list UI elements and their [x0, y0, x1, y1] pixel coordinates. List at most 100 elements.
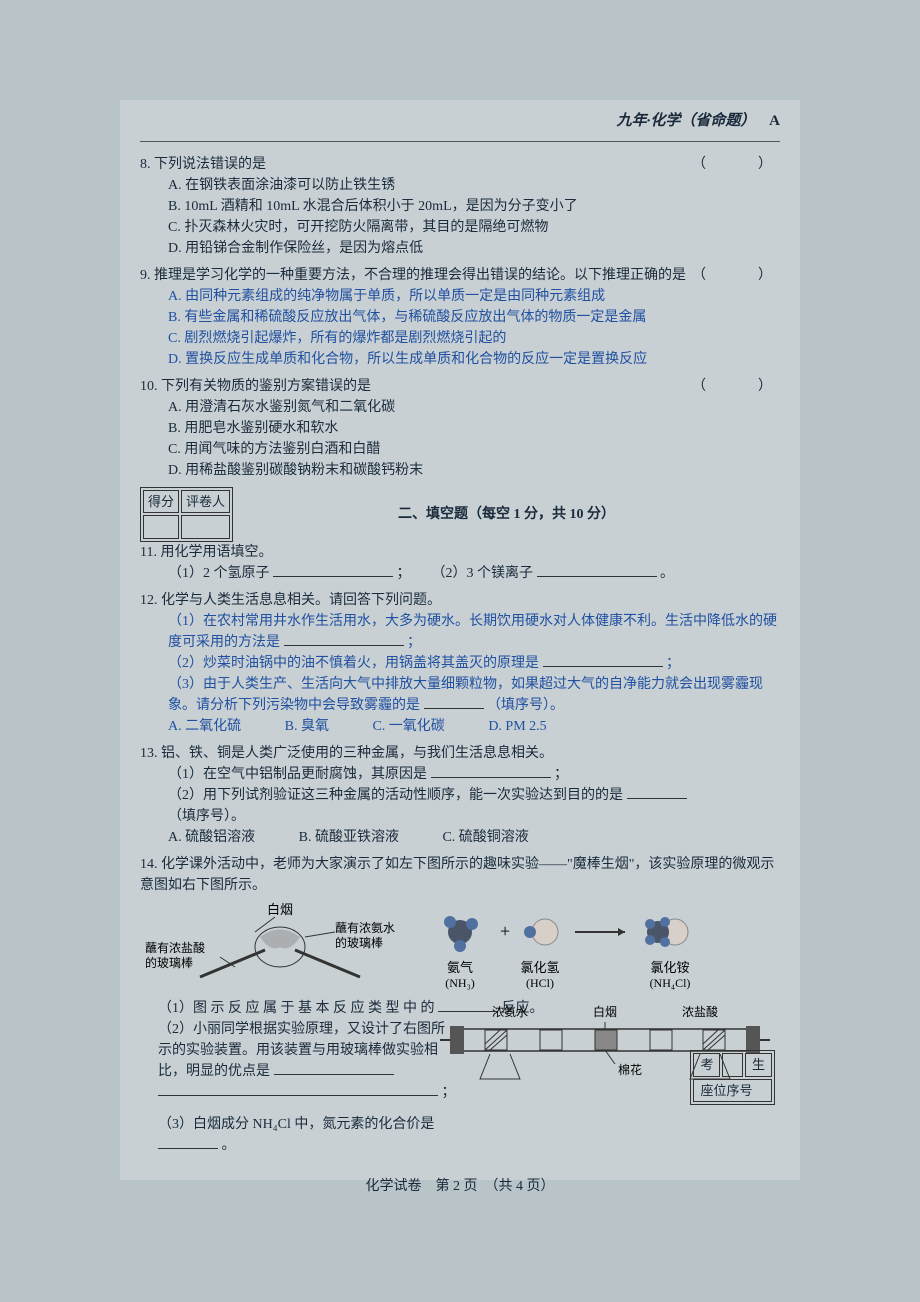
seat-box: 考 生 座位序号	[690, 1050, 775, 1105]
q8-num: 8.	[140, 157, 151, 172]
q8-paren: （ ）	[692, 154, 780, 175]
question-11: 11. 用化学用语填空。 （1）2 个氢原子 ； （2）3 个镁离子 。	[140, 542, 780, 584]
page-footer: 化学试卷 第 2 页 （共 4 页）	[140, 1176, 780, 1197]
nh3-rod-label1: 蘸有浓氨水	[335, 921, 395, 935]
smoke-label: 白烟	[267, 902, 293, 917]
hcl-rod-label1: 蘸有浓盐酸	[145, 940, 205, 955]
tube-right-label: 浓盐酸	[682, 1004, 718, 1019]
hcl-rod-label2: 的玻璃棒	[145, 955, 193, 970]
q12-s2end: ；	[666, 656, 680, 671]
section-2-title: 二、填空题（每空 1 分，共 10 分）	[233, 504, 780, 525]
molecule-diagram: 氨气 (NH₃) + 氯化氢 (HCl) 氯化铵 (NH₄Cl)	[430, 902, 750, 992]
q8-opt-c: C. 扑灭森林火灾时，可开挖防火隔离带，其目的是隔绝可燃物	[168, 217, 780, 238]
q14-blank2b	[158, 1082, 438, 1096]
q12-opt-a: A. 二氧化硫	[168, 719, 241, 734]
q13-opt-b: B. 硫酸亚铁溶液	[299, 830, 399, 845]
q9-opt-b: B. 有些金属和稀硫酸反应放出气体，与稀硫酸反应放出气体的物质一定是金属	[168, 307, 780, 328]
page-header: 九年·化学（省命题） A	[140, 110, 780, 133]
q10-num: 10.	[140, 379, 158, 394]
question-8: 8. 下列说法错误的是 （ ） A. 在钢铁表面涂油漆可以防止铁生锈 B. 10…	[140, 154, 780, 259]
q10-paren: （ ）	[692, 376, 780, 397]
seat-row1a: 考	[693, 1053, 720, 1077]
q13-s2end: （填序号）。	[168, 809, 245, 824]
q12-blank2	[543, 653, 663, 667]
q14-stem: 化学课外活动中，老师为大家演示了如左下图所示的趣味实验——"魔棒生烟"，该实验原…	[140, 857, 774, 893]
nh4cl-label: 氯化铵	[650, 960, 689, 975]
seat-row2: 座位序号	[693, 1079, 772, 1103]
q14-s1a: （1）图 示 反 应 属 于 基 本 反 应 类 型 中 的	[158, 1001, 435, 1016]
question-14: 14. 化学课外活动中，老师为大家演示了如左下图所示的趣味实验——"魔棒生烟"，…	[140, 854, 780, 1156]
q9-opt-d: D. 置换反应生成单质和化合物，所以生成单质和化合物的反应一定是置换反应	[168, 349, 780, 370]
q12-opt-d: D. PM 2.5	[488, 719, 546, 734]
q11-blank1	[273, 563, 393, 577]
q8-stem: 下列说法错误的是	[154, 157, 266, 172]
q11-stem: 用化学用语填空。	[160, 545, 272, 560]
question-12: 12. 化学与人类生活息息相关。请回答下列问题。 （1）在农村常用井水作生活用水…	[140, 590, 780, 737]
q8-opt-d: D. 用铅锑合金制作保险丝，是因为熔点低	[168, 238, 780, 259]
subject-label: 九年·化学（省命题）	[617, 113, 756, 129]
q9-stem: 推理是学习化学的一种重要方法，不合理的推理会得出错误的结论。以下推理正确的是	[154, 268, 686, 283]
q13-s1: （1）在空气中铝制品更耐腐蚀，其原因是	[168, 767, 427, 782]
q12-stem: 化学与人类生活息息相关。请回答下列问题。	[161, 593, 441, 608]
q11-s2b: 。	[660, 566, 674, 581]
q14-s3: （3）白烟成分 NH₄Cl 中，氮元素的化合价是	[158, 1117, 434, 1132]
q14-blank3	[158, 1135, 218, 1149]
q13-s2: （2）用下列试剂验证这三种金属的活动性顺序，能一次实验达到目的的是	[168, 788, 623, 803]
q13-blank2	[627, 785, 687, 799]
q9-paren: （ ）	[692, 265, 780, 286]
nh3-rod-label2: 的玻璃棒	[335, 935, 383, 950]
q13-s1end: ；	[554, 767, 568, 782]
q12-blank1	[284, 632, 404, 646]
question-10: 10. 下列有关物质的鉴别方案错误的是 （ ） A. 用澄清石灰水鉴别氮气和二氧…	[140, 376, 780, 481]
hcl-label: 氯化氢	[520, 960, 559, 975]
nh3-formula: (NH₃)	[445, 976, 475, 990]
q14-blank2	[274, 1061, 394, 1075]
exam-page: 九年·化学（省命题） A 8. 下列说法错误的是 （ ） A. 在钢铁表面涂油漆…	[120, 100, 800, 1180]
q13-blank1	[431, 764, 551, 778]
section-2-header: 得分 评卷人 二、填空题（每空 1 分，共 10 分）	[140, 487, 780, 542]
q11-s2a: （2）3 个镁离子	[432, 566, 534, 581]
q13-stem: 铝、铁、铜是人类广泛使用的三种金属，与我们生活息息相关。	[161, 746, 553, 761]
q11-s1b: ；	[397, 566, 411, 581]
q12-s1: （1）在农村常用井水作生活用水，大多为硬水。长期饮用硬水对人体健康不利。生活中降…	[168, 614, 777, 650]
q13-num: 13.	[140, 746, 158, 761]
score-label: 得分	[143, 490, 179, 514]
tube-mid-label: 白烟	[593, 1004, 617, 1019]
header-divider	[140, 141, 780, 142]
q14-num: 14.	[140, 857, 158, 872]
seat-row1b: 生	[745, 1053, 772, 1077]
question-9: 9. 推理是学习化学的一种重要方法，不合理的推理会得出错误的结论。以下推理正确的…	[140, 265, 780, 370]
tube-left-label: 浓氨水	[492, 1005, 528, 1019]
q12-s2: （2）炒菜时油锅中的油不慎着火，用锅盖将其盖灭的原理是	[168, 656, 539, 671]
q12-num: 12.	[140, 593, 158, 608]
nh4cl-formula: (NH₄Cl)	[650, 976, 691, 990]
q10-stem: 下列有关物质的鉴别方案错误的是	[161, 379, 371, 394]
svg-text:+: +	[500, 921, 510, 941]
rods-diagram: 白烟 蘸有浓盐酸 的玻璃棒 蘸有浓氨水 的玻璃棒	[140, 902, 420, 992]
q13-opt-c: C. 硫酸铜溶液	[442, 830, 528, 845]
hcl-formula: (HCl)	[526, 976, 554, 990]
q11-s1a: （1）2 个氢原子	[168, 566, 270, 581]
q12-blank3	[424, 695, 484, 709]
q10-opt-b: B. 用肥皂水鉴别硬水和软水	[168, 418, 780, 439]
grader-label: 评卷人	[181, 490, 230, 514]
q11-blank2	[537, 563, 657, 577]
cotton-label: 棉花	[618, 1062, 642, 1077]
q12-opt-b: B. 臭氧	[285, 719, 329, 734]
q10-opt-c: C. 用闻气味的方法鉴别白酒和白醋	[168, 439, 780, 460]
q12-opt-c: C. 一氧化碳	[372, 719, 444, 734]
q12-s3end: （填序号）。	[487, 698, 564, 713]
q9-opt-c: C. 剧烈燃烧引起爆炸，所有的爆炸都是剧烈燃烧引起的	[168, 328, 780, 349]
nh3-label: 氨气	[447, 960, 473, 975]
q14-s3end: 。	[222, 1138, 236, 1153]
q10-opt-a: A. 用澄清石灰水鉴别氮气和二氧化碳	[168, 397, 780, 418]
q11-num: 11.	[140, 545, 157, 560]
q9-opt-a: A. 由同种元素组成的纯净物属于单质，所以单质一定是由同种元素组成	[168, 286, 780, 307]
q12-s1end: ；	[407, 635, 421, 650]
q9-num: 9.	[140, 268, 151, 283]
question-13: 13. 铝、铁、铜是人类广泛使用的三种金属，与我们生活息息相关。 （1）在空气中…	[140, 743, 780, 848]
variant-label: A	[769, 113, 780, 129]
q13-opt-a: A. 硫酸铝溶液	[168, 830, 255, 845]
q10-opt-d: D. 用稀盐酸鉴别碳酸钠粉末和碳酸钙粉末	[168, 460, 780, 481]
score-box: 得分 评卷人	[140, 487, 233, 542]
